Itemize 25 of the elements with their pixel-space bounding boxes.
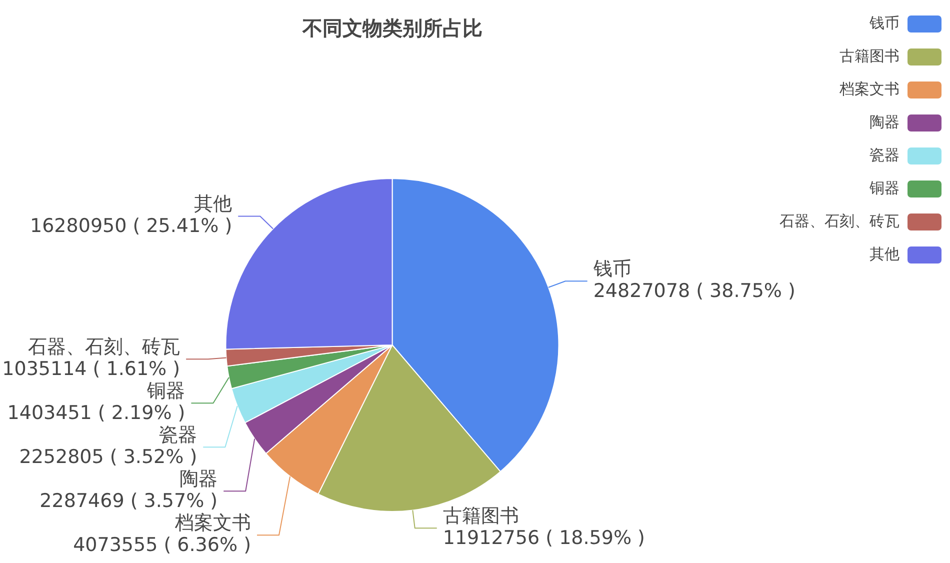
legend-label: 铜器: [868, 178, 900, 197]
legend-label: 古籍图书: [840, 46, 900, 65]
legend-label: 瓷器: [870, 146, 900, 164]
slice-label: 石器、石刻、砖瓦: [28, 336, 180, 358]
data-label: 1035114 ( 1.61% ): [2, 358, 180, 380]
chart-title: 不同文物类别所占比: [301, 16, 482, 40]
slice-label: 档案文书: [174, 512, 251, 534]
data-label: 24827078 ( 38.75% ): [593, 280, 796, 302]
slice-label: 古籍图书: [442, 505, 519, 528]
legend-label: 石器、石刻、砖瓦: [780, 212, 900, 230]
data-label: 1403451 ( 2.19% ): [7, 402, 186, 424]
legend-label: 档案文书: [838, 80, 900, 98]
slice-label: 陶器: [180, 468, 218, 490]
legend-label: 钱币: [868, 14, 900, 32]
data-label: 4073555 ( 6.36% ): [73, 534, 251, 556]
data-label: 16280950 ( 25.41% ): [30, 215, 232, 238]
data-label: 2287469 ( 3.57% ): [40, 490, 218, 512]
slice-label: 其他: [194, 193, 232, 216]
legend-label: 其他: [870, 244, 900, 263]
slice-label: 铜器: [146, 380, 186, 402]
data-label: 11912756 ( 18.59% ): [442, 527, 645, 550]
legend-label: 陶器: [870, 112, 900, 131]
data-label: 2252805 ( 3.52% ): [19, 446, 198, 468]
slice-label: 瓷器: [159, 424, 198, 446]
slice-label: 钱币: [592, 258, 632, 280]
